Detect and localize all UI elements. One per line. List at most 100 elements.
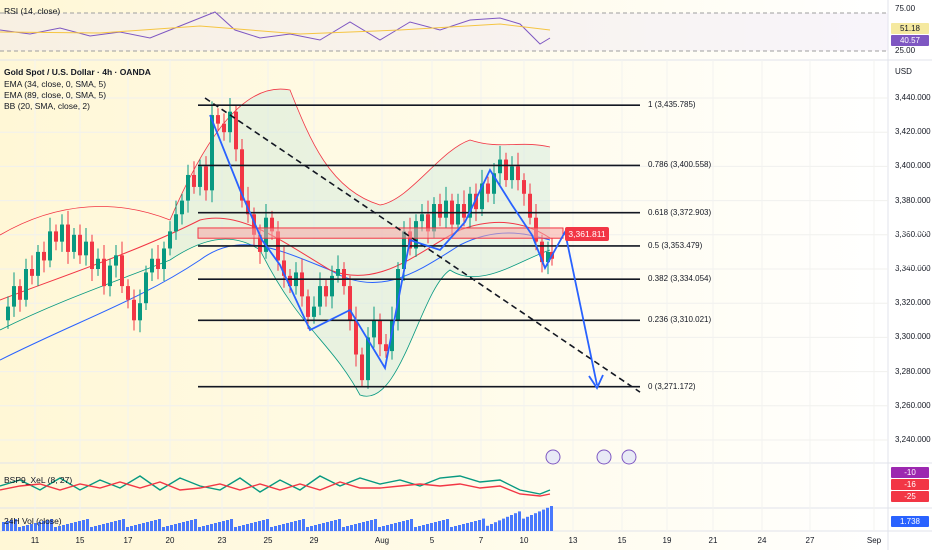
currency-label[interactable]: USD [895, 67, 912, 76]
volume-bar [186, 521, 189, 531]
candle-body [144, 272, 148, 304]
price-tick-label: 3,360.000 [895, 229, 931, 239]
volume-bar [66, 524, 69, 531]
bsp-line-green [0, 475, 551, 495]
volume-bar [406, 520, 409, 531]
volume-bar [482, 518, 485, 531]
candle-body [288, 275, 292, 287]
price-badge: 3,412.290 [892, 141, 928, 150]
volume-bar [174, 524, 177, 531]
candle-body [468, 193, 472, 218]
time-tick-label: 17 [123, 536, 133, 545]
volume-bar [218, 522, 221, 531]
candle-body [384, 344, 388, 352]
rsi-band [0, 13, 888, 51]
volume-bar [182, 522, 185, 531]
symbol-title[interactable]: Gold Spot / U.S. Dollar · 4h · OANDA [4, 67, 151, 77]
ema89-legend[interactable]: EMA (89, close, 0, SMA, 5) [4, 90, 107, 100]
volume-bar [422, 525, 425, 531]
candle-body [456, 204, 460, 225]
price-tick-label: 3,380.000 [895, 195, 931, 205]
volume-bar [138, 524, 141, 531]
volume-bar [462, 524, 465, 531]
fib-level-label: 0.236 (3,310.021) [648, 315, 712, 325]
candle-body [444, 200, 448, 218]
volume-bar [546, 507, 549, 531]
volume-bar [238, 526, 241, 531]
time-tick-label: 5 [429, 536, 435, 545]
price-tick-label: 3,400.000 [895, 161, 931, 171]
candle-body [120, 255, 124, 287]
candle-body [282, 260, 286, 276]
candle-body [486, 183, 490, 194]
rsi-legend[interactable]: RSI (14, close) [4, 6, 61, 16]
volume-bar [190, 520, 193, 531]
volume-pane[interactable] [2, 506, 553, 531]
ema34-legend[interactable]: EMA (34, close, 0, SMA, 5) [4, 79, 107, 89]
volume-bar [166, 526, 169, 531]
volume-bar [542, 509, 545, 531]
time-tick-label: 29 [309, 536, 319, 545]
volume-bar [398, 522, 401, 531]
price-tick-label: 3,320.000 [895, 298, 931, 308]
volume-bar [322, 523, 325, 531]
candle-body [12, 286, 16, 307]
volume-bar [342, 527, 345, 531]
volume-bar [382, 526, 385, 531]
time-tick-label: 23 [217, 536, 227, 545]
volume-bar [146, 522, 149, 531]
bollinger-lower [0, 238, 551, 397]
candle-body [216, 115, 220, 124]
calendar-event-icon [621, 449, 637, 465]
target-price-label[interactable]: 3,361.811 [565, 227, 609, 241]
time-tick-label: 15 [617, 536, 627, 545]
volume-bar [74, 522, 77, 531]
volume-bar [246, 524, 249, 531]
bsp-legend[interactable]: BSP9_XeL (8, 27) [4, 475, 73, 485]
volume-bar [226, 520, 229, 531]
volume-bar [502, 518, 505, 531]
price-tick-label: 3,420.000 [895, 127, 931, 137]
volume-bar [446, 519, 449, 531]
drawings[interactable] [197, 97, 641, 465]
rsi-pane[interactable] [0, 11, 888, 52]
volume-bar [530, 515, 533, 531]
ema34-line [0, 217, 551, 301]
volume-bar [82, 520, 85, 531]
projection-arrow [588, 374, 604, 390]
volume-bar [354, 524, 357, 531]
volume-bar [374, 519, 377, 531]
volume-bar [150, 521, 153, 531]
rsi-ma-line [0, 23, 551, 35]
candle-body [360, 354, 364, 381]
volume-bar [518, 511, 521, 531]
volume-bar [350, 525, 353, 531]
volume-bar [106, 523, 109, 531]
resistance-zone [197, 227, 564, 239]
volume-bar [142, 523, 145, 531]
bb-legend[interactable]: BB (20, SMA, close, 2) [4, 101, 90, 111]
volume-bar [466, 523, 469, 531]
volume-bar [506, 516, 509, 531]
candle-body [300, 272, 304, 297]
volume-bar [330, 521, 333, 531]
fib-level-label: 0 (3,271.172) [648, 381, 696, 391]
volume-bar [250, 523, 253, 531]
volume-bar [234, 527, 237, 531]
candle-body [84, 241, 88, 256]
candle-body [204, 166, 208, 191]
volume-bar [450, 527, 453, 531]
candle-body [498, 159, 502, 174]
volume-bar [550, 506, 553, 531]
candle-body [90, 241, 94, 269]
bsp-pane[interactable] [0, 475, 551, 497]
time-tick-label: 21 [708, 536, 718, 545]
price-badge: 3,351.715 [892, 240, 928, 249]
candle-body [432, 204, 436, 232]
volume-bar [298, 520, 301, 531]
candle-body [6, 306, 10, 321]
vol-legend[interactable]: 24H Vol (close) [4, 516, 62, 526]
volume-bar [402, 521, 405, 531]
volume-bar [274, 526, 277, 531]
